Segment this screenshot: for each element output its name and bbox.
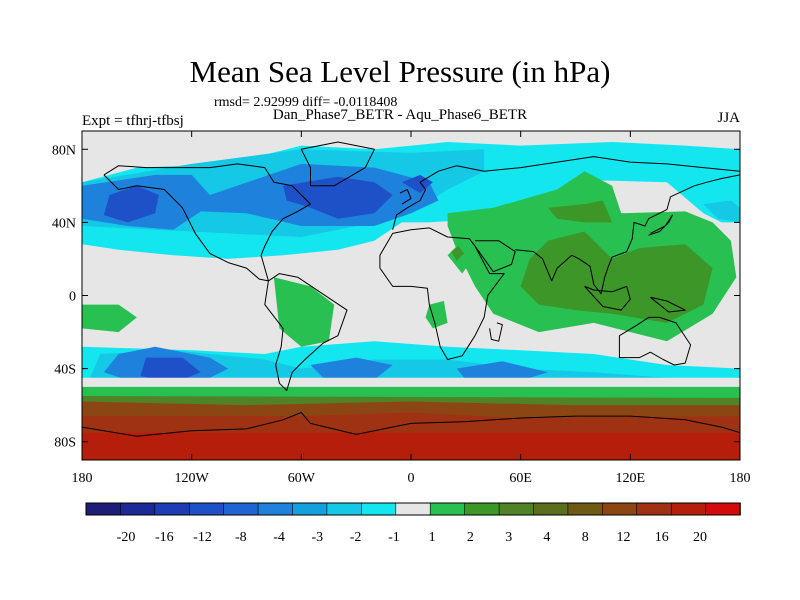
colorbar-swatch: [705, 502, 741, 516]
coastline-5: [379, 227, 505, 360]
colorbar-frame: [85, 502, 741, 516]
colorbar-label: -12: [193, 530, 212, 545]
south-america-high: [273, 277, 335, 347]
colorbar-swatch: [257, 502, 294, 516]
coastline-12: [489, 322, 503, 342]
africa-core: [451, 246, 464, 261]
africa-high: [447, 240, 475, 274]
colorbar-swatch: [464, 502, 500, 516]
colorbar-label: 4: [543, 530, 550, 545]
plot-title: Mean Sea Level Pressure (in hPa): [189, 54, 611, 89]
colorbar-swatch: [120, 502, 156, 516]
colorbar-swatch: [326, 502, 363, 516]
s-atlantic-low: [310, 357, 393, 384]
lat-tick-label: 80S: [54, 436, 76, 451]
lon-tick-label: 180: [730, 471, 751, 486]
coastline-4: [392, 156, 740, 230]
n-atlantic-low: [283, 176, 393, 219]
coastline-14: [82, 412, 740, 437]
plot-subtitle: Dan_Phase7_BETR - Aqu_Phase6_BETR: [272, 107, 528, 123]
colorbar-label: 1: [429, 530, 436, 545]
coastline-3: [300, 141, 375, 187]
colorbar-label: 20: [693, 530, 707, 545]
season-label: JJA: [717, 110, 740, 126]
colorbar-swatch: [189, 502, 225, 516]
colorbar-swatch: [670, 502, 707, 516]
colorbar-label: 12: [617, 530, 631, 545]
coastline-6: [474, 240, 516, 273]
coastline-11: [648, 214, 673, 236]
colorbar-swatch: [85, 502, 122, 516]
colorbar-swatch: [601, 502, 638, 516]
map-axes: 80N 40N 0 40S 80S 180 120W 60W 0 60E 120E 180: [52, 131, 751, 486]
coastline-8: [618, 316, 692, 366]
colorbar-swatch: [223, 502, 259, 516]
colorbar-swatch: [395, 502, 431, 516]
stats-line: rmsd= 2.92999 diff= -0.0118408: [214, 95, 398, 110]
coastlines: [82, 141, 740, 437]
lon-tick-label: 0: [408, 471, 415, 486]
colorbar-label: -8: [235, 530, 247, 545]
coastline-1: [103, 163, 311, 282]
colorbar: -20 -16 -12 -8 -4 -3 -2 -1 1 2 3 4 8 12 16 20: [85, 502, 741, 545]
colorbar-label: -1: [388, 530, 400, 545]
colorbar-swatch: [429, 502, 466, 516]
colorbar-label: 3: [505, 530, 512, 545]
lat-tick-label: 0: [69, 290, 76, 305]
coastline-13: [399, 189, 412, 205]
colorbar-label: -2: [350, 530, 362, 545]
colorbar-swatch: [498, 502, 535, 516]
se-pacific-core: [140, 357, 201, 384]
colorbar-swatch: [567, 502, 604, 516]
colorbar-swatch: [361, 502, 397, 516]
colorbar-label: 2: [467, 530, 474, 545]
lon-tick-label: 120W: [175, 471, 210, 486]
experiment-label: Expt = tfhrj-tfbsj: [82, 113, 184, 129]
coastline-10: [650, 296, 686, 313]
colorbar-label: -3: [311, 530, 323, 545]
coastline-9: [584, 285, 631, 311]
lon-tick-label: 180: [72, 471, 93, 486]
lat-tick-label: 40N: [52, 216, 76, 231]
colorbar-label: 8: [582, 530, 589, 545]
antarctic-core: [82, 432, 740, 460]
n-pacific-low: [103, 185, 159, 223]
nw-pacific-low: [703, 200, 740, 223]
sw-pacific-high: [82, 304, 137, 333]
lat-tick-label: 40S: [54, 363, 76, 378]
colorbar-swatch: [636, 502, 672, 516]
colorbar-label: -20: [117, 530, 136, 545]
colorbar-label: 16: [655, 530, 669, 545]
colorbar-swatch: [533, 502, 569, 516]
coastline-2: [264, 273, 348, 391]
lon-tick-label: 60E: [509, 471, 532, 486]
s-indian-low: [456, 361, 549, 384]
colorbar-swatch: [292, 502, 328, 516]
coastline-7: [515, 174, 740, 295]
colorbar-swatch: [154, 502, 191, 516]
lat-tick-label: 80N: [52, 143, 76, 158]
colorbar-label: -16: [155, 530, 174, 545]
central-asia-high: [548, 200, 613, 223]
west-africa-high: [425, 301, 448, 329]
colorbar-label: -4: [273, 530, 285, 545]
lon-tick-label: 120E: [616, 471, 646, 486]
pressure-field: [82, 131, 740, 460]
lon-tick-label: 60W: [288, 471, 316, 486]
